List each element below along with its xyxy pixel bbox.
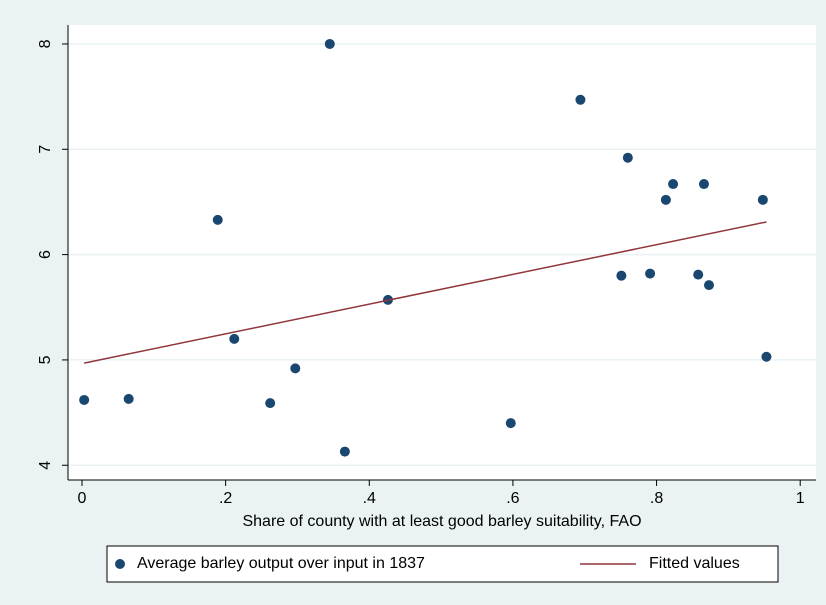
x-tick-label: .4 <box>363 490 376 507</box>
x-tick-label: 1 <box>796 490 805 507</box>
scatter-point <box>324 38 335 49</box>
scatter-point <box>761 351 772 362</box>
y-tick-label: 4 <box>37 461 54 470</box>
scatter-point <box>212 214 223 225</box>
y-tick-label: 7 <box>37 145 54 154</box>
x-tick-label: .6 <box>506 490 519 507</box>
scatter-point <box>703 280 714 291</box>
scatter-point <box>616 270 627 281</box>
scatter-point <box>693 269 704 280</box>
scatter-point <box>123 393 134 404</box>
legend-label: Fitted values <box>649 555 740 572</box>
scatter-point <box>575 94 586 105</box>
y-tick-label: 5 <box>37 355 54 364</box>
scatter-point <box>645 268 656 279</box>
x-tick-label: .8 <box>650 490 663 507</box>
x-tick-label: .2 <box>219 490 232 507</box>
scatter-point <box>339 446 350 457</box>
x-axis-label: Share of county with at least good barle… <box>242 513 641 530</box>
scatter-point <box>290 363 301 374</box>
scatter-point <box>229 333 240 344</box>
scatter-point <box>505 418 516 429</box>
y-tick-label: 6 <box>37 250 54 259</box>
scatter-point <box>757 194 768 205</box>
x-tick-label: 0 <box>78 490 87 507</box>
legend <box>106 545 779 583</box>
scatter-point <box>622 152 633 163</box>
scatter-point <box>79 394 90 405</box>
legend-label: Average barley output over input in 1837 <box>137 555 425 572</box>
y-tick-label: 8 <box>37 39 54 48</box>
plot-area <box>68 25 816 480</box>
scatter-point <box>668 179 679 190</box>
scatter-point <box>265 398 276 409</box>
scatter-point <box>660 194 671 205</box>
legend-marker <box>115 559 125 569</box>
fitted-line <box>84 221 767 364</box>
scatter-point <box>698 179 709 190</box>
